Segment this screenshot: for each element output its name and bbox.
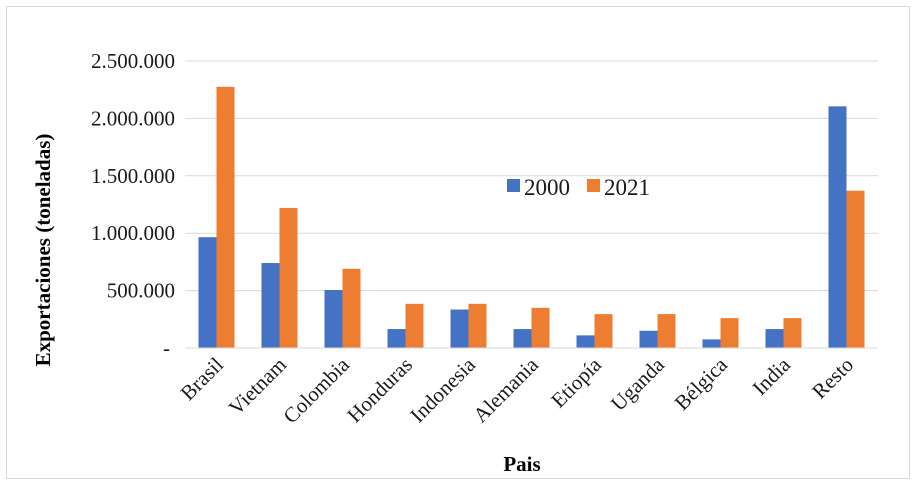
x-tick-label: India — [748, 352, 796, 400]
bar-uganda-2000 — [639, 330, 658, 348]
y-tick-label: 500.000 — [107, 279, 175, 303]
bar-brasil-2021 — [216, 86, 235, 348]
y-tick-label: 1.500.000 — [91, 164, 175, 188]
bar-colombia-2021 — [342, 268, 361, 348]
bar-alemania-2000 — [513, 329, 532, 348]
x-tick-label: Uganda — [606, 352, 670, 416]
x-tick-label: Alemania — [468, 352, 543, 427]
x-tick-label: Etiopía — [546, 352, 606, 412]
bar-etiopía-2021 — [594, 314, 613, 348]
x-tick-label: Resto — [807, 353, 858, 404]
chart-frame — [6, 6, 910, 479]
bar-vietnam-2021 — [279, 207, 298, 348]
y-axis-ticks: - 500.000 1.000.000 1.500.000 2.000.000 2.500… — [91, 49, 175, 360]
y-tick-label: 2.000.000 — [91, 106, 175, 130]
bar-vietnam-2000 — [261, 263, 280, 348]
bar-uganda-2021 — [657, 314, 676, 348]
x-tick-label: Colombia — [278, 352, 354, 428]
bars — [198, 86, 865, 348]
bar-resto-2000 — [828, 106, 847, 348]
bar-bélgica-2021 — [720, 318, 739, 348]
bar-colombia-2000 — [324, 290, 343, 348]
legend-label-2021: 2021 — [604, 175, 650, 200]
bar-indonesia-2021 — [468, 303, 487, 348]
bar-bélgica-2000 — [702, 339, 721, 348]
bar-honduras-2021 — [405, 303, 424, 348]
y-tick-label: 1.000.000 — [91, 221, 175, 245]
x-tick-label: Bélgica — [670, 352, 733, 415]
y-tick-label: 2.500.000 — [91, 49, 175, 73]
x-tick-label: Honduras — [342, 353, 417, 428]
x-tick-label: Indonesia — [405, 352, 480, 427]
legend-label-2000: 2000 — [524, 175, 570, 200]
gridlines — [185, 60, 878, 292]
x-axis-ticks: BrasilVietnamColombiaHondurasIndonesiaAl… — [176, 352, 858, 428]
legend-swatch-2000 — [507, 179, 520, 192]
legend-swatch-2021 — [587, 179, 600, 192]
bar-brasil-2000 — [198, 237, 217, 348]
bar-resto-2021 — [846, 190, 865, 348]
bar-india-2000 — [765, 329, 784, 348]
x-axis-title: Pais — [503, 452, 540, 476]
x-tick-label: Brasil — [176, 352, 229, 405]
legend: 2000 2021 — [507, 175, 650, 200]
bar-etiopía-2000 — [576, 335, 595, 348]
bar-honduras-2000 — [387, 329, 406, 348]
bar-indonesia-2000 — [450, 309, 469, 348]
y-axis-title: Exportaciones (toneladas) — [31, 134, 55, 367]
bar-india-2021 — [783, 318, 802, 348]
y-tick-label: - — [163, 336, 170, 360]
bar-alemania-2021 — [531, 307, 550, 348]
